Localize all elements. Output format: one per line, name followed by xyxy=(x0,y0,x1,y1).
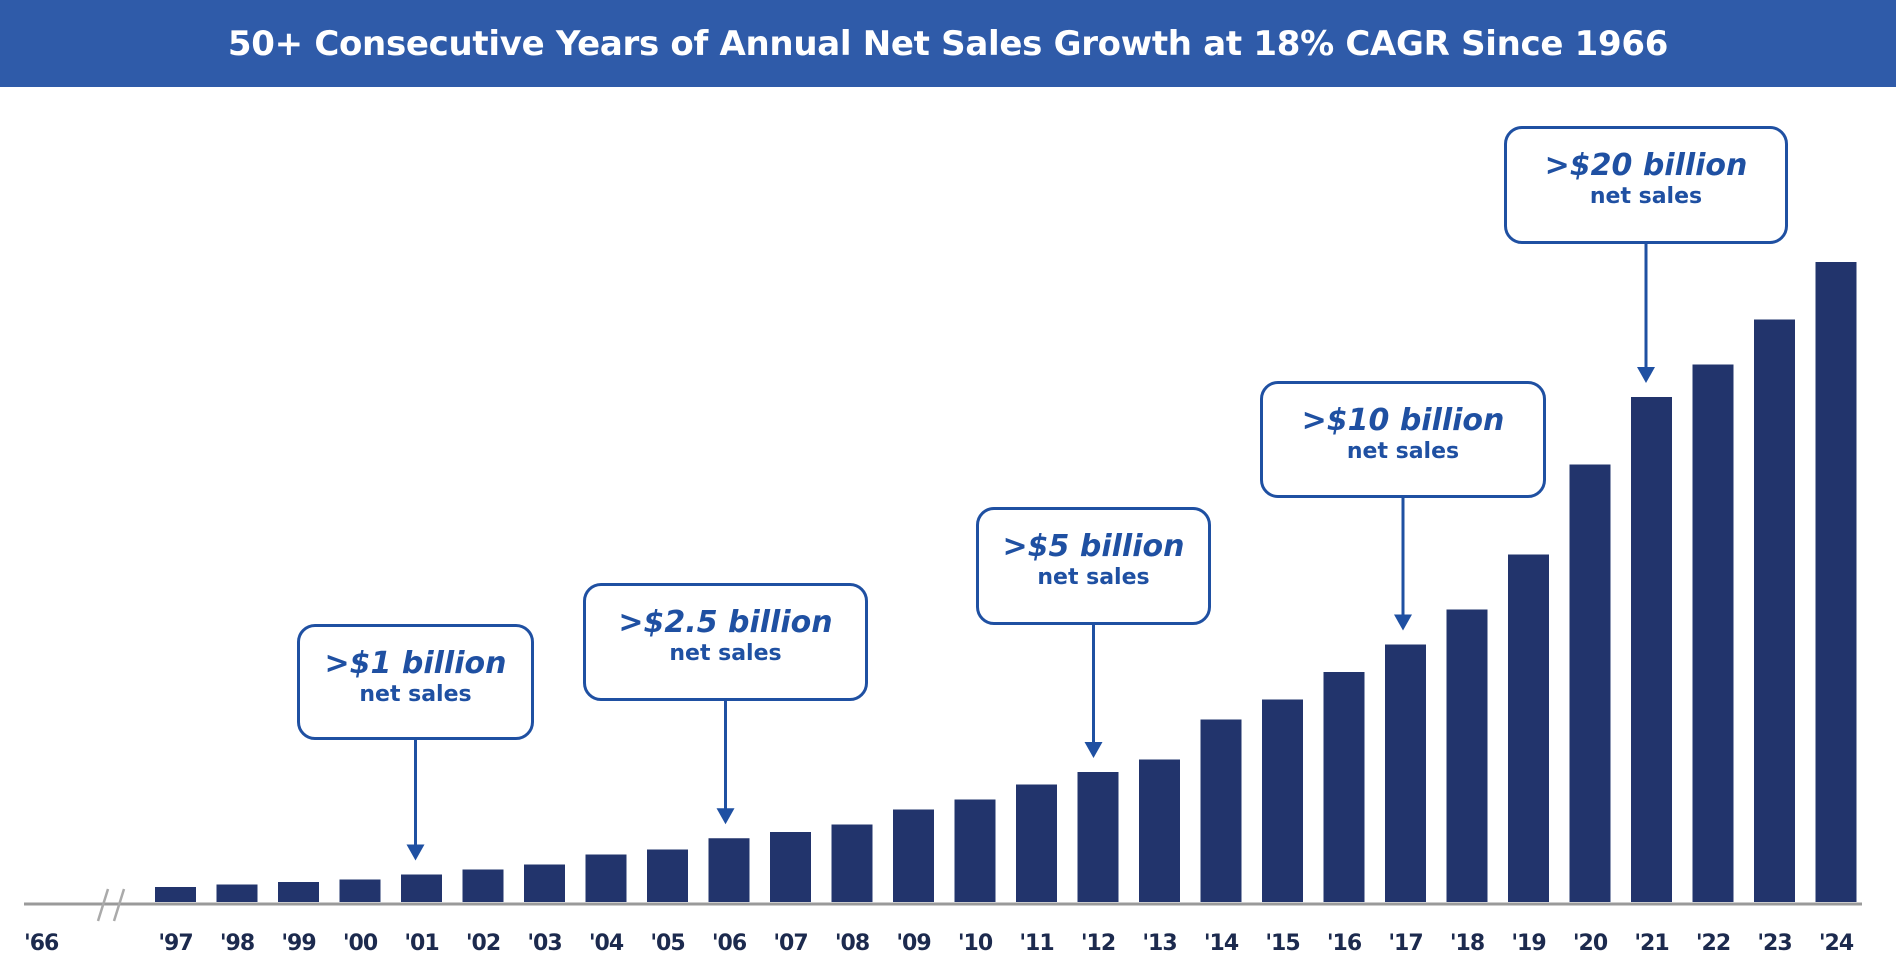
axis-break-mark xyxy=(96,888,110,922)
bar-13 xyxy=(1139,759,1180,902)
arrowhead-icon xyxy=(406,844,425,861)
milestone-callout: >$5 billion net sales xyxy=(976,507,1211,625)
callout-subtitle: net sales xyxy=(1589,184,1703,209)
callout-title: >$20 billion xyxy=(1544,148,1748,183)
bar-14 xyxy=(1200,719,1242,902)
bar-05 xyxy=(647,849,688,902)
x-tick-label-66: '66 xyxy=(24,931,59,956)
x-tick-label-97: '97 xyxy=(158,931,192,956)
x-tick-label-06: '06 xyxy=(712,931,747,956)
x-tick-label-20: '20 xyxy=(1573,931,1608,956)
x-tick-label-00: '00 xyxy=(343,931,378,956)
bar-12 xyxy=(1077,772,1119,902)
axis-break-mark xyxy=(112,888,126,922)
bar-19 xyxy=(1508,554,1549,902)
x-tick-label-21: '21 xyxy=(1634,931,1668,956)
x-tick-label-17: '17 xyxy=(1388,931,1422,956)
arrowhead-icon xyxy=(716,808,735,825)
bar-21 xyxy=(1631,397,1672,902)
chart-title: 50+ Consecutive Years of Annual Net Sale… xyxy=(0,0,1896,87)
x-tick-label-23: '23 xyxy=(1757,931,1791,956)
bar-15 xyxy=(1262,699,1303,902)
x-tick-label-22: '22 xyxy=(1696,931,1730,956)
bar-10 xyxy=(954,799,996,902)
callout-title: >$5 billion xyxy=(1002,529,1185,564)
milestone-callout: >$10 billion net sales xyxy=(1260,381,1546,498)
bar-17 xyxy=(1385,644,1426,902)
bar-06 xyxy=(708,838,750,902)
bar-07 xyxy=(770,832,811,902)
bar-08 xyxy=(831,824,873,902)
bar-11 xyxy=(1016,784,1057,902)
x-tick-label-98: '98 xyxy=(220,931,254,956)
x-tick-label-01: '01 xyxy=(404,931,438,956)
x-tick-label-07: '07 xyxy=(773,931,807,956)
x-tick-label-02: '02 xyxy=(466,931,500,956)
bar-23 xyxy=(1754,319,1795,902)
x-tick-label-12: '12 xyxy=(1081,931,1115,956)
callout-subtitle: net sales xyxy=(669,641,782,666)
x-tick-label-19: '19 xyxy=(1511,931,1545,956)
callout-title: >$2.5 billion xyxy=(618,605,833,640)
x-tick-label-24: '24 xyxy=(1819,931,1854,956)
x-tick-label-09: '09 xyxy=(896,931,930,956)
x-tick-label-18: '18 xyxy=(1450,931,1484,956)
bar-00 xyxy=(339,879,381,902)
bar-24 xyxy=(1815,262,1857,902)
bar-18 xyxy=(1446,609,1488,902)
bar-22 xyxy=(1692,364,1734,902)
bar-99 xyxy=(278,882,319,902)
x-tick-label-11: '11 xyxy=(1019,931,1053,956)
callout-subtitle: net sales xyxy=(359,682,472,707)
milestone-callout: >$20 billion net sales xyxy=(1504,126,1788,244)
bar-02 xyxy=(462,869,504,902)
x-tick-label-14: '14 xyxy=(1204,931,1239,956)
callout-subtitle: net sales xyxy=(1346,439,1460,464)
x-tick-label-03: '03 xyxy=(527,931,561,956)
bar-20 xyxy=(1569,464,1611,902)
bar-97 xyxy=(155,887,196,902)
arrowhead-icon xyxy=(1084,742,1103,758)
bar-04 xyxy=(585,854,627,902)
x-tick-label-08: '08 xyxy=(835,931,869,956)
x-tick-label-05: '05 xyxy=(650,931,684,956)
x-tick-label-99: '99 xyxy=(281,931,315,956)
bar-01 xyxy=(401,874,442,902)
x-tick-label-16: '16 xyxy=(1327,931,1362,956)
arrowhead-icon xyxy=(1637,367,1655,383)
milestone-callout: >$1 billion net sales xyxy=(297,624,534,740)
bar-98 xyxy=(216,884,258,902)
bar-03 xyxy=(524,864,565,902)
milestone-callout: >$2.5 billion net sales xyxy=(583,583,868,701)
arrowhead-icon xyxy=(1394,614,1412,631)
x-tick-label-04: '04 xyxy=(589,931,624,956)
callout-title: >$1 billion xyxy=(324,646,507,681)
bar-16 xyxy=(1323,672,1365,902)
callout-subtitle: net sales xyxy=(1037,565,1150,590)
bar-09 xyxy=(893,809,934,902)
x-tick-label-13: '13 xyxy=(1142,931,1176,956)
x-tick-label-15: '15 xyxy=(1265,931,1299,956)
x-tick-label-10: '10 xyxy=(958,931,993,956)
callout-title: >$10 billion xyxy=(1301,403,1505,438)
